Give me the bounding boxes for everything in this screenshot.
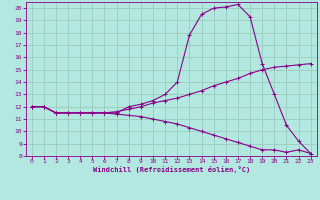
X-axis label: Windchill (Refroidissement éolien,°C): Windchill (Refroidissement éolien,°C): [92, 166, 250, 173]
